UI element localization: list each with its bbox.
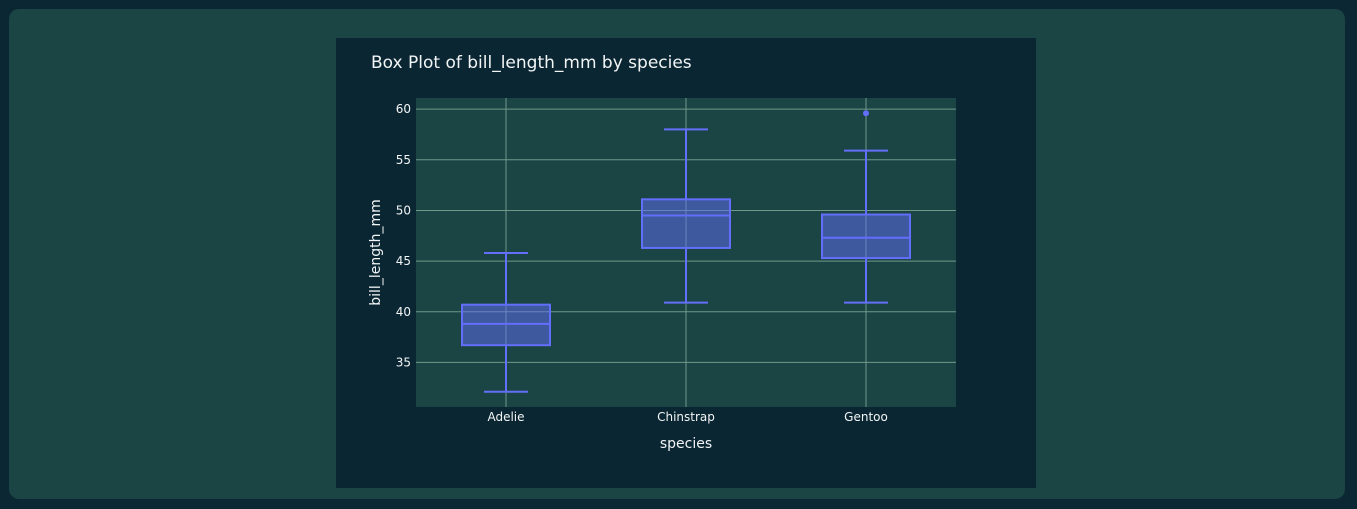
outlier-point: [863, 110, 869, 117]
box-plot-chart: 35 40 45 50 55 60 Adelie Chinstrap Gentoo Box P…: [368, 53, 956, 452]
y-tick-label: 45: [396, 254, 411, 268]
y-tick-label: 60: [396, 102, 411, 116]
box-chinstrap: [641, 128, 731, 304]
y-tick-labels: 35 40 45 50 55 60: [396, 102, 411, 369]
y-axis-title: bill_length_mm: [368, 199, 384, 305]
box-adelie: [461, 252, 551, 393]
y-tick-label: 55: [396, 153, 411, 167]
y-tick-label: 50: [396, 203, 411, 217]
iqr-box: [821, 213, 911, 260]
chart-title: Box Plot of bill_length_mm by species: [371, 53, 692, 73]
chart-figure: 35 40 45 50 55 60 Adelie Chinstrap Gentoo Box P…: [336, 38, 1036, 488]
iqr-box: [641, 198, 731, 249]
x-tick-label: Chinstrap: [657, 410, 715, 424]
iqr-box: [461, 303, 551, 347]
box-series: [461, 110, 911, 393]
dashboard-panel: 35 40 45 50 55 60 Adelie Chinstrap Gentoo Box P…: [9, 9, 1345, 499]
y-tick-label: 40: [396, 305, 411, 319]
x-tick-labels: Adelie Chinstrap Gentoo: [487, 410, 887, 424]
box-gentoo: [821, 110, 911, 304]
x-tick-label: Adelie: [487, 410, 524, 424]
x-tick-label: Gentoo: [844, 410, 888, 424]
y-tick-label: 35: [396, 355, 411, 369]
x-axis-title: species: [660, 436, 712, 452]
